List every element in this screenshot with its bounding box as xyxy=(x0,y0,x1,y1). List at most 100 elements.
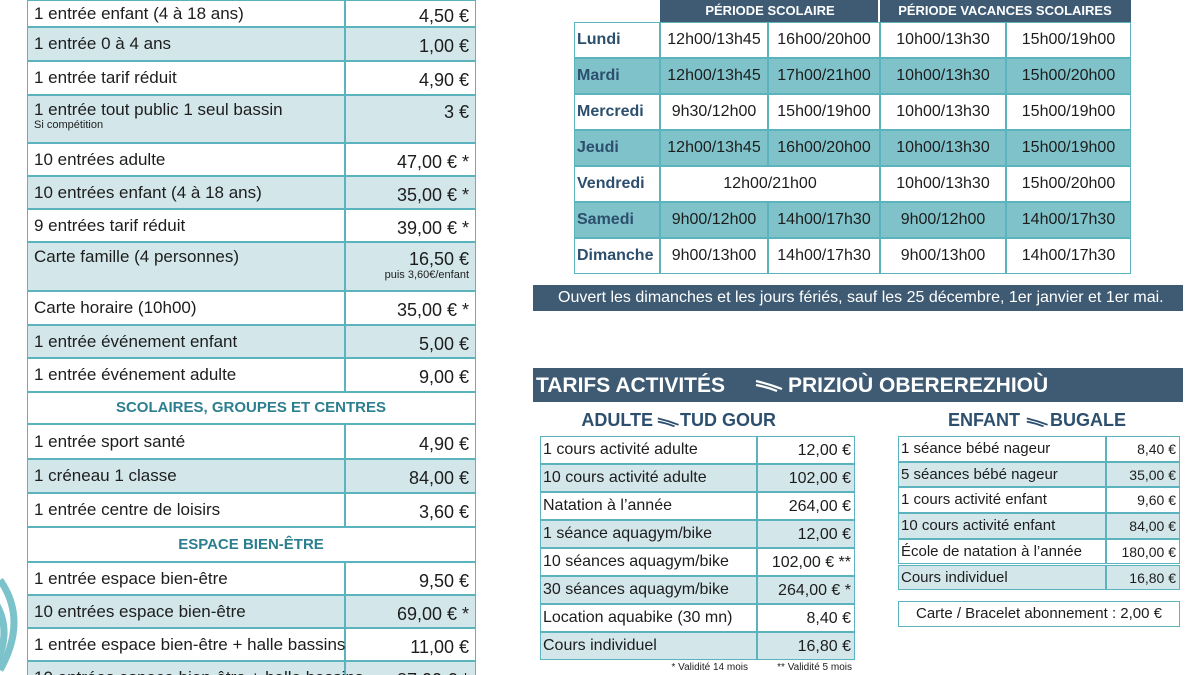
tariff-price: 87,00 € * xyxy=(397,670,469,675)
tariff-label: 10 entrées adulte xyxy=(34,149,166,169)
day-cell xyxy=(574,94,660,130)
price-cell xyxy=(757,520,855,548)
subtitle: ADULTE xyxy=(581,410,653,430)
time-slot: 16h00/20h00 xyxy=(777,139,871,156)
price-cell xyxy=(345,493,476,527)
label-cell xyxy=(898,436,1106,462)
tariff-label: Carte famille (4 personnes) xyxy=(34,247,240,266)
notice: Ouvert les dimanches et les jours fériés… xyxy=(558,289,1164,306)
header-cell xyxy=(660,0,880,22)
tariff-label: 1 entrée espace bien-être + halle bassin… xyxy=(34,634,346,654)
notice-bar xyxy=(533,285,1183,311)
label-cell xyxy=(27,143,345,176)
time-slot: 9h00/13h00 xyxy=(671,247,757,264)
card-box xyxy=(898,601,1180,627)
tariff-label: Carte horaire (10h00) xyxy=(34,298,197,317)
day-cell xyxy=(574,58,660,94)
tariff-label: 1 entrée tout public 1 seul bassin xyxy=(34,100,283,119)
activity-label: Cours individuel xyxy=(901,568,1008,586)
activity-price: 16,80 € xyxy=(797,638,851,655)
time-cell xyxy=(768,238,880,274)
label-cell xyxy=(27,209,345,242)
tariff-label: 1 entrée espace bien-être xyxy=(34,568,228,588)
price-cell xyxy=(345,143,476,176)
price-cell xyxy=(345,459,476,493)
price-cell xyxy=(345,661,476,675)
label-cell xyxy=(27,242,345,291)
tariff-price: 5,00 € xyxy=(418,333,469,354)
price-cell xyxy=(345,562,476,595)
activity-label: 5 séances bébé nageur xyxy=(901,465,1058,483)
day-label: Vendredi xyxy=(577,175,645,192)
tariff-label: 10 entrées espace bien-être + halle bass… xyxy=(34,668,363,675)
time-slot: 9h00/13h00 xyxy=(900,247,986,264)
activity-label: Cours individuel xyxy=(543,637,657,654)
activity-label: 1 séance aquagym/bike xyxy=(543,525,712,542)
section-row xyxy=(27,527,476,562)
time-cell xyxy=(1006,166,1131,202)
price-cell xyxy=(345,424,476,459)
price-cell xyxy=(757,436,855,464)
label-cell xyxy=(27,493,345,527)
label-cell xyxy=(27,562,345,595)
tariff-label: 9 entrées tarif réduit xyxy=(34,215,186,235)
day-cell xyxy=(574,238,660,274)
tariff-label: 1 entrée enfant (4 à 18 ans) xyxy=(34,3,244,23)
time-cell xyxy=(1006,202,1131,238)
day-cell xyxy=(574,130,660,166)
price-cell xyxy=(757,576,855,604)
tariff-price: 84,00 € xyxy=(408,468,469,488)
wave-icon xyxy=(755,378,783,393)
price-cell xyxy=(757,464,855,492)
time-cell xyxy=(880,22,1006,58)
day-label: Lundi xyxy=(577,31,621,48)
time-cell xyxy=(1006,22,1131,58)
time-cell xyxy=(768,130,880,166)
footnote: ** Validité 5 mois xyxy=(777,662,852,673)
wave-decoration xyxy=(0,577,18,672)
tariff-price: 35,00 € * xyxy=(396,300,469,320)
label-cell xyxy=(27,358,345,392)
label-cell xyxy=(898,461,1106,488)
price-cell xyxy=(345,358,476,392)
time-slot: 16h00/20h00 xyxy=(777,31,871,48)
period-header: PÉRIODE VACANCES SCOLAIRES xyxy=(898,3,1112,18)
time-cell xyxy=(768,22,880,58)
day-label: Dimanche xyxy=(577,247,654,264)
time-slot: 10h00/13h30 xyxy=(896,31,990,48)
day-cell xyxy=(574,202,660,238)
tariff-price: 39,00 € * xyxy=(396,217,469,238)
activity-label: 10 cours activité enfant xyxy=(901,517,1056,535)
subtitle-br: BUGALE xyxy=(1050,410,1126,430)
time-slot: 12h00/13h45 xyxy=(667,31,761,48)
label-cell xyxy=(540,464,757,492)
day-label: Jeudi xyxy=(577,139,619,156)
price-cell xyxy=(345,628,476,661)
price-cell xyxy=(1106,538,1180,565)
label-cell xyxy=(540,520,757,548)
label-cell xyxy=(27,291,345,325)
price-cell xyxy=(1106,436,1180,462)
activity-price: 84,00 € xyxy=(1129,518,1176,535)
activity-label: Natation à l’année xyxy=(543,497,672,514)
time-cell xyxy=(1006,130,1131,166)
activity-label: École de natation à l’année xyxy=(901,542,1082,560)
tariff-price: 35,00 € * xyxy=(396,184,469,205)
activity-label: 10 séances aquagym/bike xyxy=(543,553,729,570)
activity-price: 180,00 € xyxy=(1121,543,1177,560)
time-cell xyxy=(880,202,1006,238)
label-cell xyxy=(27,176,345,209)
label-cell xyxy=(27,325,345,358)
tariff-price: 3 € xyxy=(443,102,469,122)
price-cell xyxy=(1106,487,1180,514)
time-cell xyxy=(880,130,1006,166)
day-cell xyxy=(574,22,660,58)
subtitle: ENFANT xyxy=(948,410,1020,430)
time-cell xyxy=(1006,238,1131,274)
label-cell xyxy=(27,459,345,493)
tariff-price: 11,00 € xyxy=(410,636,469,657)
tariff-label: 1 entrée événement enfant xyxy=(34,331,238,351)
time-slot: 14h00/17h30 xyxy=(1021,211,1116,228)
label-cell xyxy=(540,632,757,660)
